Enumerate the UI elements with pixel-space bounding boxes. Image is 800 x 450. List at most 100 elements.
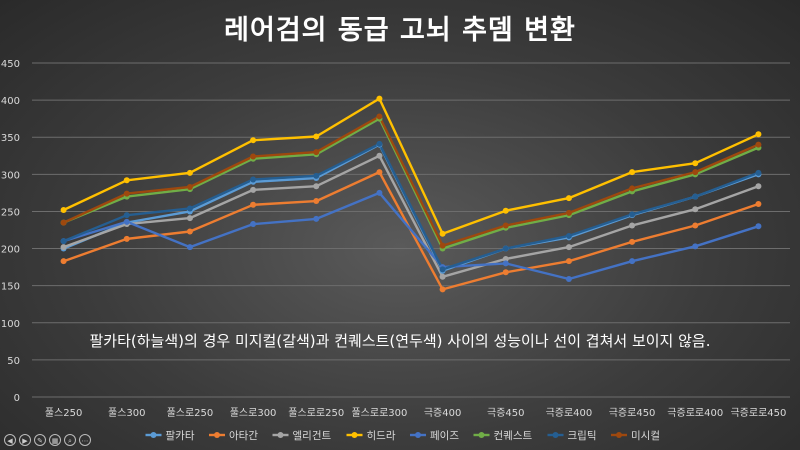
- data-point: [565, 195, 572, 202]
- data-point: [123, 177, 130, 184]
- legend-marker: [214, 432, 220, 438]
- data-point: [629, 211, 636, 218]
- y-tick-label: 250: [1, 207, 20, 218]
- series-line: [63, 97, 759, 235]
- legend-marker: [150, 432, 157, 438]
- slide-sorter-button[interactable]: ▦: [49, 434, 61, 446]
- data-point: [60, 244, 67, 251]
- data-point: [502, 255, 509, 262]
- legend-label: 미시컬: [631, 429, 660, 442]
- data-point: [502, 260, 509, 267]
- x-tick-label: 풀스로로300: [351, 407, 407, 419]
- data-point: [250, 201, 257, 208]
- y-tick-label: 350: [1, 133, 20, 144]
- data-point: [755, 201, 762, 208]
- legend-label: 크립틱: [568, 429, 597, 442]
- data-point: [376, 189, 383, 196]
- data-point: [123, 235, 130, 242]
- data-point: [755, 183, 762, 190]
- data-point: [439, 230, 446, 237]
- data-point: [376, 169, 383, 176]
- data-point: [502, 245, 509, 252]
- data-point: [60, 238, 67, 245]
- data-point: [629, 185, 636, 192]
- y-tick-label: 150: [1, 282, 20, 293]
- data-point: [502, 222, 509, 229]
- data-point: [123, 212, 130, 219]
- data-point: [439, 273, 446, 280]
- data-point: [755, 223, 762, 230]
- data-point: [250, 186, 257, 193]
- data-point: [376, 113, 383, 120]
- data-point: [502, 269, 509, 276]
- data-point: [60, 206, 67, 213]
- y-tick-label: 400: [1, 96, 20, 107]
- data-point: [502, 207, 509, 214]
- chart-title: 레어검의 동급 고뇌 추뎀 변환: [224, 15, 576, 46]
- x-tick-label: 극증400: [424, 407, 462, 419]
- prev-slide-button[interactable]: ◀: [4, 434, 16, 446]
- x-tick-label: 극증450: [487, 407, 525, 419]
- data-point: [692, 160, 699, 167]
- legend: 팔카타 아타간 엘리건트 히드라 페이즈 컨퀘스트 크립틱 미시컬: [145, 429, 660, 442]
- series-line: [63, 191, 759, 281]
- legend-marker: [478, 432, 485, 438]
- x-tick-label: 풀스로300: [230, 407, 277, 419]
- legend-marker: [277, 432, 284, 438]
- data-point: [376, 140, 383, 147]
- data-point: [629, 222, 636, 229]
- data-point: [755, 141, 762, 148]
- data-point: [565, 244, 572, 251]
- data-point: [250, 153, 257, 160]
- data-point: [439, 286, 446, 293]
- zoom-button[interactable]: ⌕: [64, 434, 76, 446]
- data-point: [439, 242, 446, 249]
- data-point: [629, 238, 636, 245]
- data-point: [60, 258, 67, 265]
- data-point: [565, 275, 572, 282]
- data-point: [60, 219, 67, 226]
- x-tick-label: 풀스250: [45, 407, 83, 419]
- more-options-button[interactable]: ⋯: [79, 434, 91, 446]
- data-point: [565, 209, 572, 216]
- data-point: [313, 183, 320, 190]
- y-tick-label: 50: [7, 356, 20, 367]
- data-point: [376, 95, 383, 102]
- data-point: [629, 258, 636, 265]
- data-point: [186, 169, 193, 176]
- data-point: [565, 258, 572, 265]
- legend-marker: [552, 432, 559, 438]
- series-line: [63, 154, 759, 278]
- data-point: [376, 152, 383, 159]
- data-point: [186, 183, 193, 190]
- data-point: [313, 215, 320, 222]
- y-tick-label: 100: [1, 319, 20, 330]
- y-tick-label: 200: [1, 245, 20, 256]
- legend-marker: [415, 432, 421, 438]
- data-point: [186, 215, 193, 222]
- legend-label: 엘리건트: [293, 429, 332, 442]
- series-points: [60, 95, 762, 293]
- data-point: [123, 218, 130, 225]
- data-point: [313, 198, 320, 205]
- data-point: [123, 190, 130, 197]
- y-tick-label: 450: [1, 59, 20, 70]
- next-slide-button[interactable]: ▶: [19, 434, 31, 446]
- data-point: [439, 266, 446, 273]
- data-point: [313, 172, 320, 179]
- x-axis-tick-labels: 풀스250 풀스300 풀스로250 풀스로300 풀스로로250 풀스로로300 극증40…: [45, 407, 787, 419]
- x-tick-label: 극증로로450: [730, 407, 786, 419]
- legend-label: 팔카타: [166, 430, 195, 442]
- x-tick-label: 풀스로250: [167, 407, 214, 419]
- data-point: [755, 169, 762, 176]
- x-tick-label: 극증로400: [546, 407, 593, 419]
- legend-label: 아타간: [229, 430, 258, 442]
- legend-label: 컨퀘스트: [494, 430, 533, 442]
- pen-tool-button[interactable]: ✎: [34, 434, 46, 446]
- legend-label: 히드라: [367, 430, 396, 442]
- series-line: [63, 142, 759, 271]
- data-point: [692, 206, 699, 213]
- data-point: [186, 205, 193, 212]
- data-point: [692, 169, 699, 176]
